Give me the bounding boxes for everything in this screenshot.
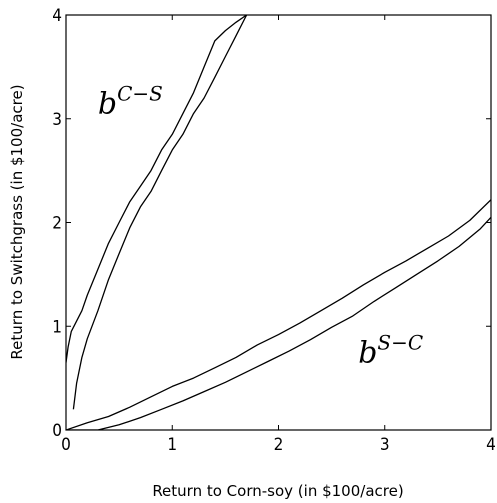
series-line-3 bbox=[66, 199, 491, 430]
annotation-layer: bC−S bS−C bbox=[98, 82, 423, 371]
x-tick-label: 4 bbox=[486, 435, 496, 455]
y-tick-label: 1 bbox=[52, 317, 62, 337]
ticks-layer: 0 1 2 3 4 0 1 2 3 4 bbox=[52, 6, 496, 455]
y-tick-label: 3 bbox=[52, 110, 62, 130]
x-tick-label: 1 bbox=[167, 435, 177, 455]
series-line-1 bbox=[66, 15, 247, 363]
plot-frame bbox=[65, 14, 492, 431]
series-layer bbox=[66, 15, 491, 430]
y-tick-label: 0 bbox=[52, 421, 62, 441]
y-tick-label: 4 bbox=[52, 6, 62, 26]
x-tick-label: 0 bbox=[61, 435, 71, 455]
series-line-2 bbox=[72, 15, 248, 410]
y-tick-label: 2 bbox=[52, 214, 62, 234]
series-line-4 bbox=[66, 216, 491, 430]
curve-label-1: bC−S bbox=[98, 82, 163, 122]
y-axis-label: Return to Switchgrass (in $100/acre) bbox=[8, 84, 26, 359]
x-tick-label: 3 bbox=[380, 435, 390, 455]
x-tick-label: 2 bbox=[274, 435, 284, 455]
x-axis-label: Return to Corn-soy (in $100/acre) bbox=[152, 482, 403, 500]
curve-label-2: bS−C bbox=[358, 331, 423, 371]
